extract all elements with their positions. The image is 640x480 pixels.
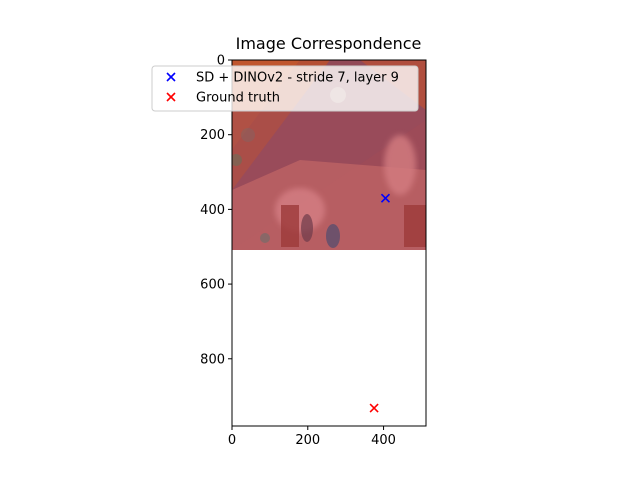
y-tick-label: 600 (200, 278, 225, 293)
axes-frame (231, 59, 427, 427)
y-tick-label: 200 (200, 128, 225, 143)
y-tick-label: 0 (217, 54, 225, 69)
x-axis-ticks: 0 200 400 (228, 426, 396, 448)
y-axis-ticks: 0 200 400 600 800 (200, 54, 232, 367)
chart-title: Image Correspondence (236, 34, 422, 53)
legend-box (151, 65, 419, 112)
scatter-markers (369, 193, 391, 413)
legend-marker (166, 92, 176, 102)
y-tick-label: 800 (200, 352, 225, 367)
legend-label: Ground truth (196, 91, 280, 106)
x-tick-label: 400 (371, 433, 396, 448)
scatter-point (380, 193, 391, 203)
legend: SD + DINOv2 - stride 7, layer 9 Ground tr… (151, 65, 419, 112)
y-tick-label: 400 (200, 203, 225, 218)
scatter-point (369, 403, 379, 413)
legend-label: SD + DINOv2 - stride 7, layer 9 (196, 71, 399, 86)
x-tick-label: 0 (228, 433, 236, 448)
x-tick-label: 200 (295, 433, 320, 448)
legend-marker (166, 72, 176, 82)
